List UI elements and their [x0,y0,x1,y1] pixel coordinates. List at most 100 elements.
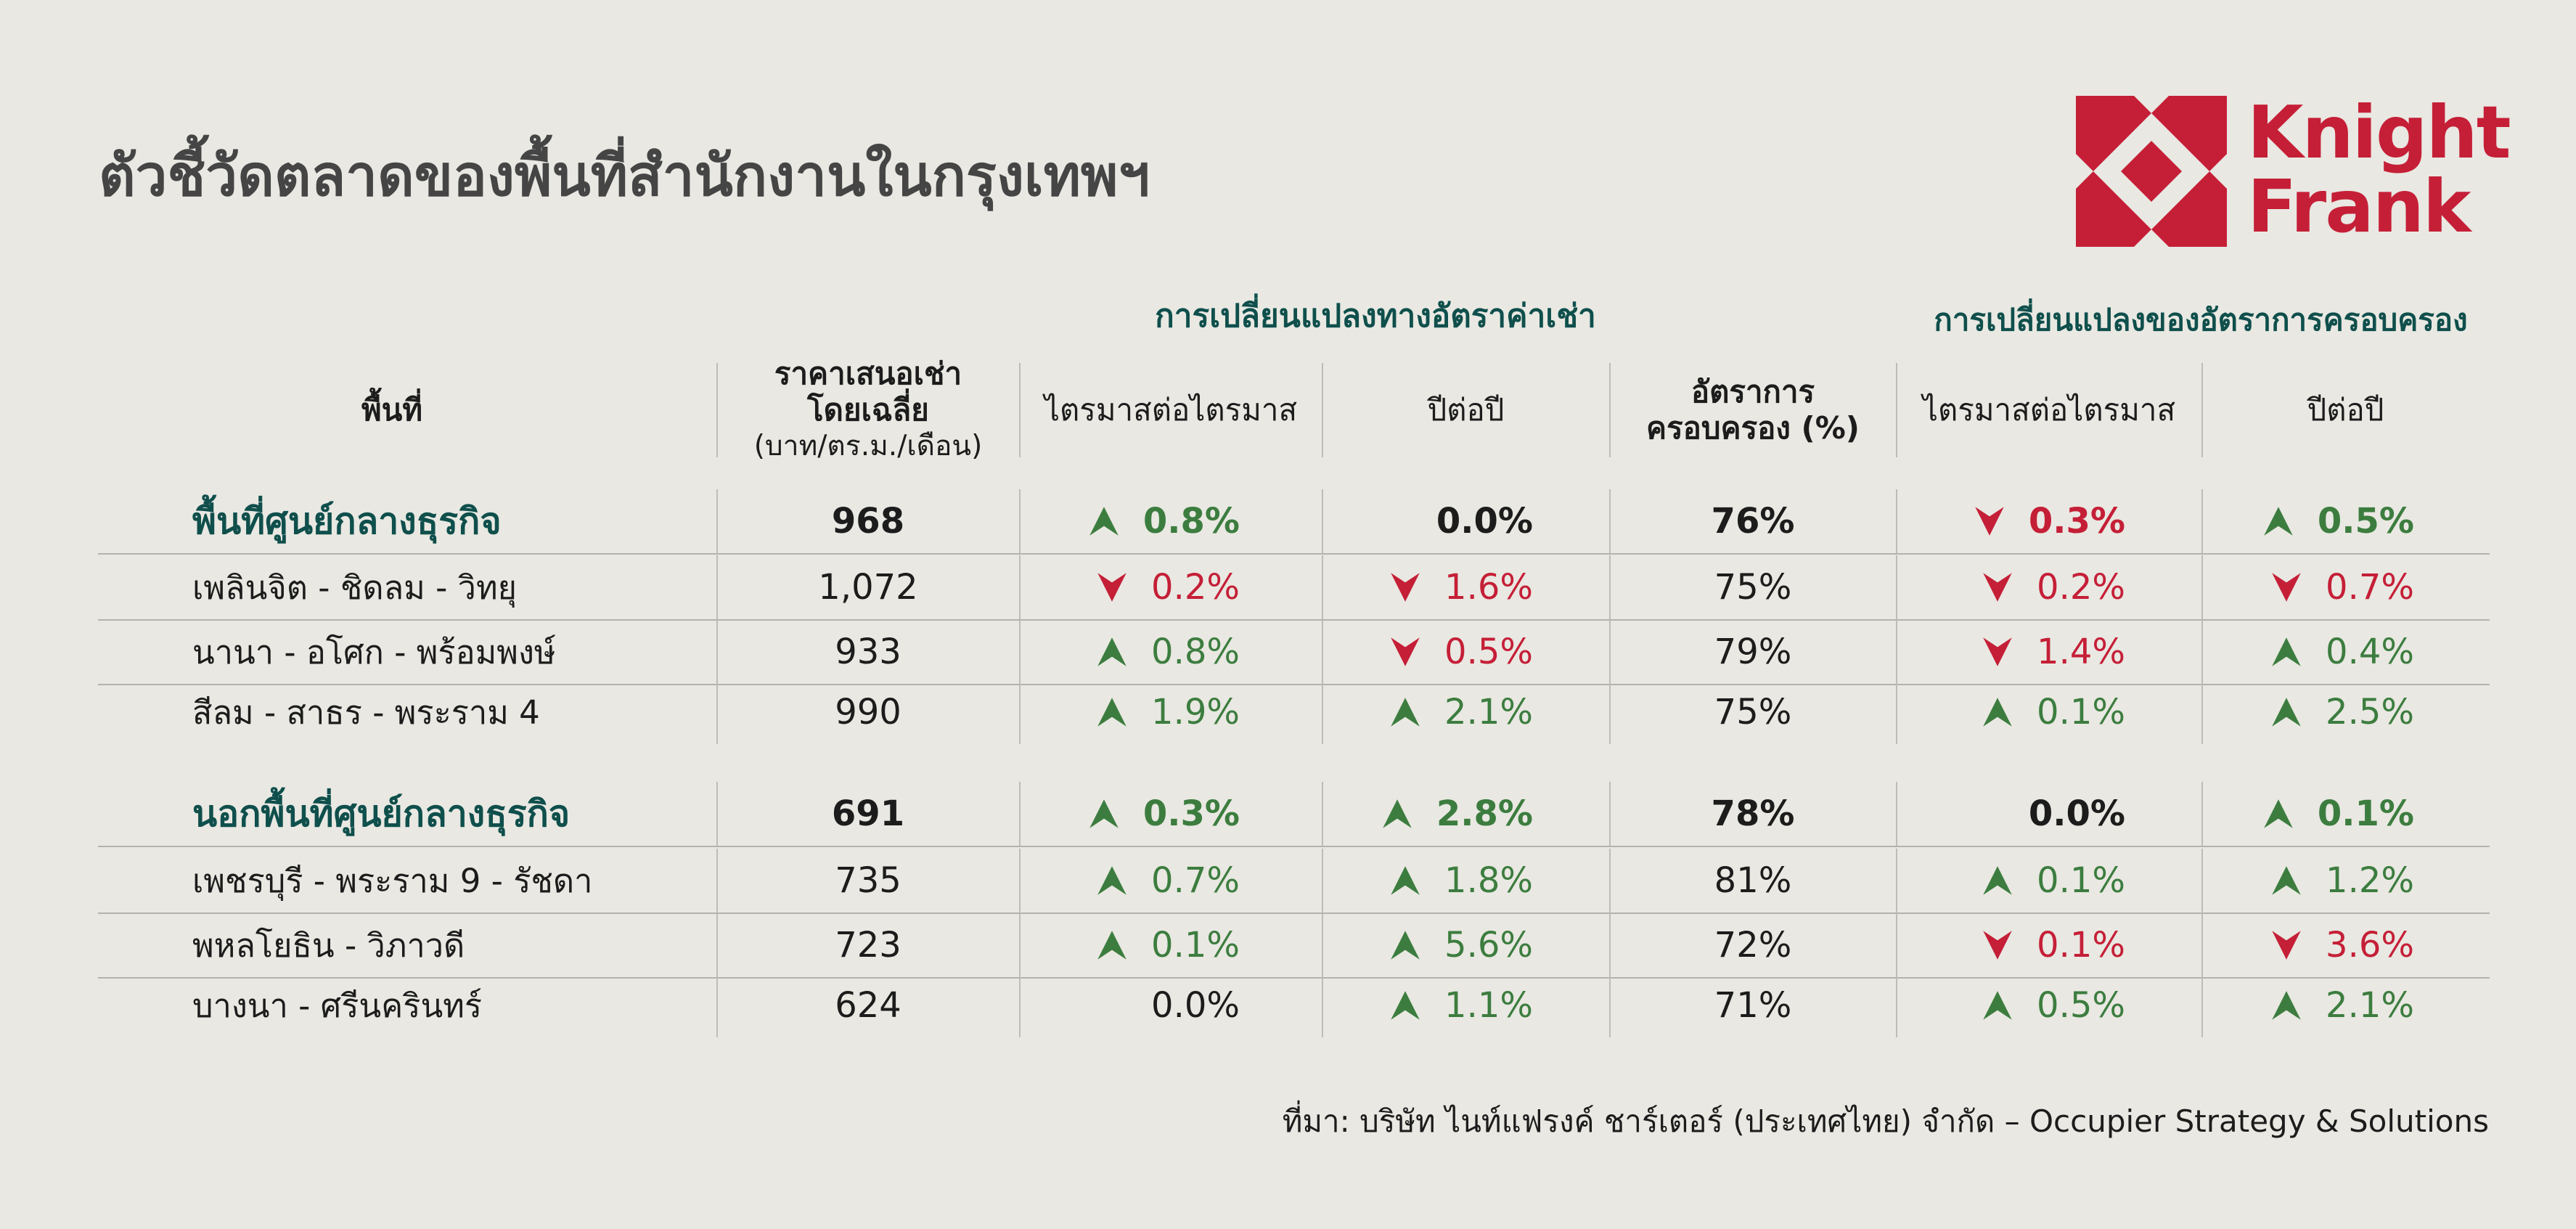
header-occupancy: อัตราการ ครอบครอง (%) [1645,374,1860,446]
asking-rent-value: 735 [835,860,901,901]
change-value: 0.8% [1151,632,1240,672]
column-divider [1322,913,1323,977]
arrow-up-icon [2272,698,2301,727]
change-value: 0.1% [1151,925,1240,965]
column-divider [1609,363,1611,457]
arrow-up-icon [1097,866,1127,895]
rent-yoy-change: 1.1% [1322,976,1533,1034]
column-divider [1896,620,1897,684]
occupancy-value: 75% [1714,692,1792,732]
arrow-up-icon [1391,991,1420,1020]
column-divider [1019,913,1021,977]
row-divider [98,912,2490,914]
rent-yoy-change: 0.0% [1322,492,1533,550]
table-row: พหลโยธิน - วิภาวดี 723 0.1% 5.6% 72% 0.1% 3.6% [0,916,2576,974]
arrow-up-icon [1983,991,2012,1020]
change-value: 1.4% [2037,632,2125,672]
change-value: 0.1% [2037,925,2125,965]
occupancy-value: 76% [1711,501,1795,542]
table-row: เพลินจิต - ชิดลม - วิทยุ 1,072 0.2% 1.6% 75%… [0,558,2576,616]
arrow-up-icon [1391,866,1420,895]
occ-qoq-change: 0.1% [1897,916,2125,974]
arrow-up-icon [2264,507,2293,536]
row-divider [98,846,2490,847]
row-divider [98,553,2490,555]
area-name: พหลโยธิน - วิภาวดี [192,926,465,965]
change-value: 0.7% [1151,860,1240,901]
column-divider [1609,913,1611,977]
change-value: 0.5% [2037,985,2125,1026]
change-value: 0.0% [2028,793,2125,834]
occ-qoq-change: 0.1% [1897,852,2125,910]
column-divider [1896,680,1897,744]
area-name: นอกพื้นที่ศูนย์กลางธุรกิจ [192,792,571,835]
rent-yoy-change: 1.6% [1322,558,1533,616]
arrow-down-icon [1983,573,2012,602]
table-group-row: นอกพื้นที่ศูนย์กลางธุรกิจ 691 0.3% 2.8% 78% 0… [0,785,2576,843]
rent-yoy-change: 2.1% [1322,683,1533,741]
area-name: นานา - อโศก - พร้อมพงษ์ [192,633,556,671]
column-divider [716,555,718,619]
column-divider [2201,555,2203,619]
column-divider [1019,555,1021,619]
arrow-down-icon [1097,573,1127,602]
rent-qoq-change: 0.2% [1020,558,1240,616]
change-value: 2.1% [2326,985,2414,1026]
logo-wordmark: Knight Frank [2247,90,2511,249]
change-value: 1.1% [1444,985,1533,1026]
column-divider [2201,363,2203,457]
area-name: เพชรบุรี - พระราม 9 - รัชดา [192,862,593,900]
column-divider [1019,363,1021,457]
column-divider [1609,849,1611,912]
column-divider [1019,620,1021,684]
column-divider [1609,555,1611,619]
rent-yoy-change: 5.6% [1322,916,1533,974]
column-divider [716,913,718,977]
knight-frank-logo: Knight Frank [2076,96,2511,256]
rent-yoy-change: 2.8% [1322,785,1533,843]
column-divider [1322,555,1323,619]
asking-rent-value: 933 [835,632,901,672]
column-divider [1322,973,1323,1037]
occ-yoy-change: 0.5% [2202,492,2414,550]
change-value: 5.6% [1444,925,1533,965]
arrow-up-icon [2272,866,2301,895]
column-divider [2201,849,2203,912]
header-rent-qoq: ไตรมาสต่อไตรมาส [1044,392,1298,428]
column-divider [2201,489,2203,553]
occ-yoy-change: 3.6% [2202,916,2414,974]
rent-qoq-change: 0.0% [1020,976,1240,1034]
arrow-up-icon [1391,698,1420,727]
column-divider [716,620,718,684]
page-title: ตัวชี้วัดตลาดของพื้นที่สำนักงานในกรุงเทพ… [99,144,1150,209]
arrow-up-icon [1097,637,1127,666]
table-row: บางนา - ศรีนครินทร์ 624 0.0% 1.1% 71% 0.5% 2.1… [0,976,2576,1034]
occupancy-value: 75% [1714,567,1792,608]
change-value: 0.2% [2037,567,2125,608]
rent-qoq-change: 1.9% [1020,683,1240,741]
arrow-down-icon [1391,637,1420,666]
arrow-up-icon [2264,799,2293,828]
change-value: 0.1% [2037,692,2125,732]
column-divider [1896,555,1897,619]
column-divider [1609,489,1611,553]
change-value: 1.8% [1444,860,1533,901]
rent-qoq-change: 0.3% [1020,785,1240,843]
arrow-down-icon [2272,931,2301,960]
column-divider [2201,782,2203,846]
change-value: 1.9% [1151,692,1240,732]
column-divider [1019,849,1021,912]
table-row: สีลม - สาธร - พระราม 4 990 1.9% 2.1% 75% 0.1%… [0,683,2576,741]
column-divider [1609,620,1611,684]
column-divider [2201,620,2203,684]
column-divider [1609,680,1611,744]
column-divider [1019,489,1021,553]
change-value: 0.2% [1151,567,1240,608]
asking-rent-value: 968 [831,501,905,542]
change-value: 0.5% [2317,501,2414,542]
change-value: 1.6% [1444,567,1533,608]
change-value: 0.1% [2317,793,2414,834]
occupancy-value: 72% [1714,925,1792,965]
occupancy-value: 71% [1714,985,1792,1026]
asking-rent-value: 990 [835,692,901,732]
